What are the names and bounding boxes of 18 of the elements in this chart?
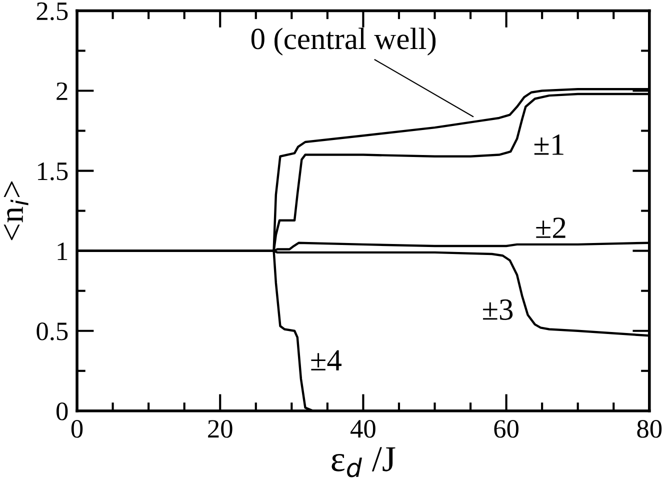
- x-axis-title: ε$_{d}$ /J: [332, 447, 396, 478]
- annotation: ±2: [536, 218, 566, 238]
- x-tick-label: 20: [208, 420, 232, 438]
- x-tick-label: 0: [71, 420, 83, 438]
- x-tick-label: 60: [494, 420, 518, 438]
- x-tick-label: 80: [637, 420, 662, 438]
- y-tick-label: 1: [58, 242, 68, 260]
- y-tick-label: 0.5: [36, 322, 68, 340]
- y-tick-label: 0: [56, 402, 68, 420]
- y-axis-title: <n$_{i}$>: [4, 181, 28, 240]
- x-tick-label: 40: [350, 420, 376, 438]
- y-tick-label: 1.5: [38, 162, 68, 180]
- annotation: 0 (central well): [251, 28, 436, 56]
- annotation: ±4: [311, 350, 342, 370]
- y-tick-label: 2: [56, 82, 68, 100]
- y-tick-label: 2.5: [36, 2, 68, 20]
- annotation: ±1: [534, 134, 564, 155]
- annotation: ±3: [483, 299, 513, 320]
